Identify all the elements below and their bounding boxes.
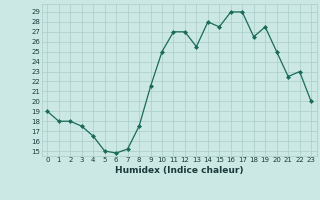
X-axis label: Humidex (Indice chaleur): Humidex (Indice chaleur) <box>115 166 244 175</box>
